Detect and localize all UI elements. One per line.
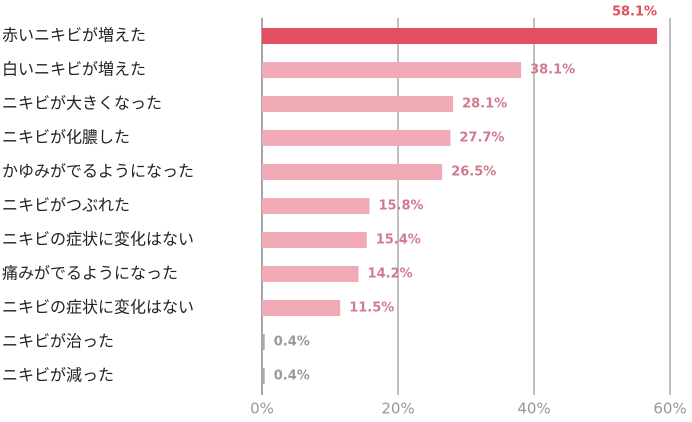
value-label: 38.1%: [530, 63, 575, 78]
value-label: 26.5%: [451, 165, 496, 180]
bar: [262, 266, 359, 282]
category-label: 痛みがでるようになった: [2, 264, 178, 283]
bar: [262, 96, 454, 112]
category-label: ニキビがつぶれた: [2, 196, 130, 215]
category-label: ニキビが減った: [2, 366, 114, 385]
x-tick-label: 0%: [250, 400, 274, 418]
value-label: 15.4%: [376, 233, 421, 248]
bar: [262, 164, 443, 180]
value-label: 15.8%: [378, 199, 423, 214]
bar: [262, 130, 451, 146]
bar: [262, 334, 265, 350]
category-label: 白いニキビが増えた: [2, 60, 146, 79]
bar: [262, 62, 522, 78]
value-label: 11.5%: [349, 301, 394, 316]
category-label: ニキビが化膿した: [2, 128, 130, 147]
x-tick-label: 20%: [381, 400, 414, 418]
value-label: 58.1%: [612, 5, 657, 20]
category-label: ニキビが治った: [2, 332, 114, 351]
category-label: ニキビの症状に変化はない: [2, 298, 194, 317]
bar: [262, 198, 370, 214]
x-tick-label: 40%: [517, 400, 550, 418]
x-tick-label: 60%: [653, 400, 686, 418]
category-label: 赤いニキビが増えた: [2, 26, 146, 45]
category-label: かゆみがでるようになった: [2, 162, 194, 181]
value-label: 14.2%: [368, 267, 413, 282]
value-label: 0.4%: [274, 369, 310, 384]
value-label: 27.7%: [459, 131, 504, 146]
bar: [262, 28, 658, 44]
value-label: 0.4%: [274, 335, 310, 350]
category-label: ニキビが大きくなった: [2, 94, 162, 113]
bar: [262, 232, 367, 248]
bar: [262, 368, 265, 384]
category-label: ニキビの症状に変化はない: [2, 230, 194, 249]
value-label: 28.1%: [462, 97, 507, 112]
bar: [262, 300, 341, 316]
